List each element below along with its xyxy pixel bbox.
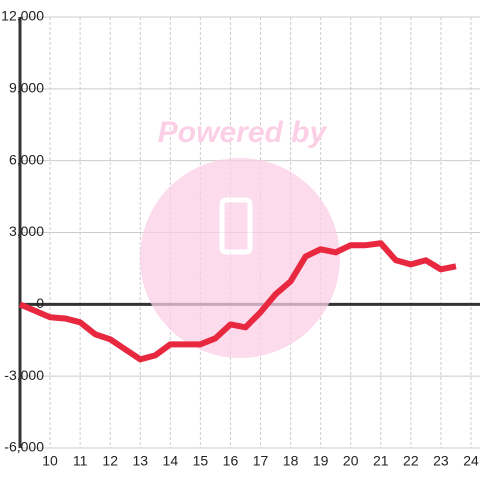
x-tick-label: 11 (73, 453, 88, 469)
watermark-logo (140, 158, 340, 358)
x-tick-label: 23 (433, 453, 449, 469)
y-tick-label: 6,000 (9, 151, 44, 167)
y-tick-label: 3,000 (9, 223, 44, 239)
x-tick-label: 22 (403, 453, 419, 469)
y-tick-label: 9,000 (9, 80, 44, 96)
x-tick-label: 21 (373, 453, 389, 469)
x-tick-label: 20 (343, 453, 359, 469)
x-tick-label: 16 (223, 453, 239, 469)
x-tick-label: 17 (253, 453, 269, 469)
y-tick-label: -6,000 (4, 439, 44, 455)
x-tick-label: 10 (42, 453, 58, 469)
watermark-text: Powered by (158, 116, 328, 149)
x-tick-label: 24 (463, 453, 479, 469)
data-line (18, 240, 457, 363)
x-tick-label: 19 (313, 453, 329, 469)
x-tick-label: 13 (132, 453, 148, 469)
y-tick-label: -3,000 (4, 367, 44, 383)
x-tick-label: 12 (102, 453, 118, 469)
y-tick-label: 12,000 (1, 8, 44, 24)
y-tick-label: 0 (36, 295, 44, 311)
x-tick-label: 15 (193, 453, 209, 469)
x-tick-label: 18 (283, 453, 299, 469)
x-tick-label: 14 (163, 453, 179, 469)
